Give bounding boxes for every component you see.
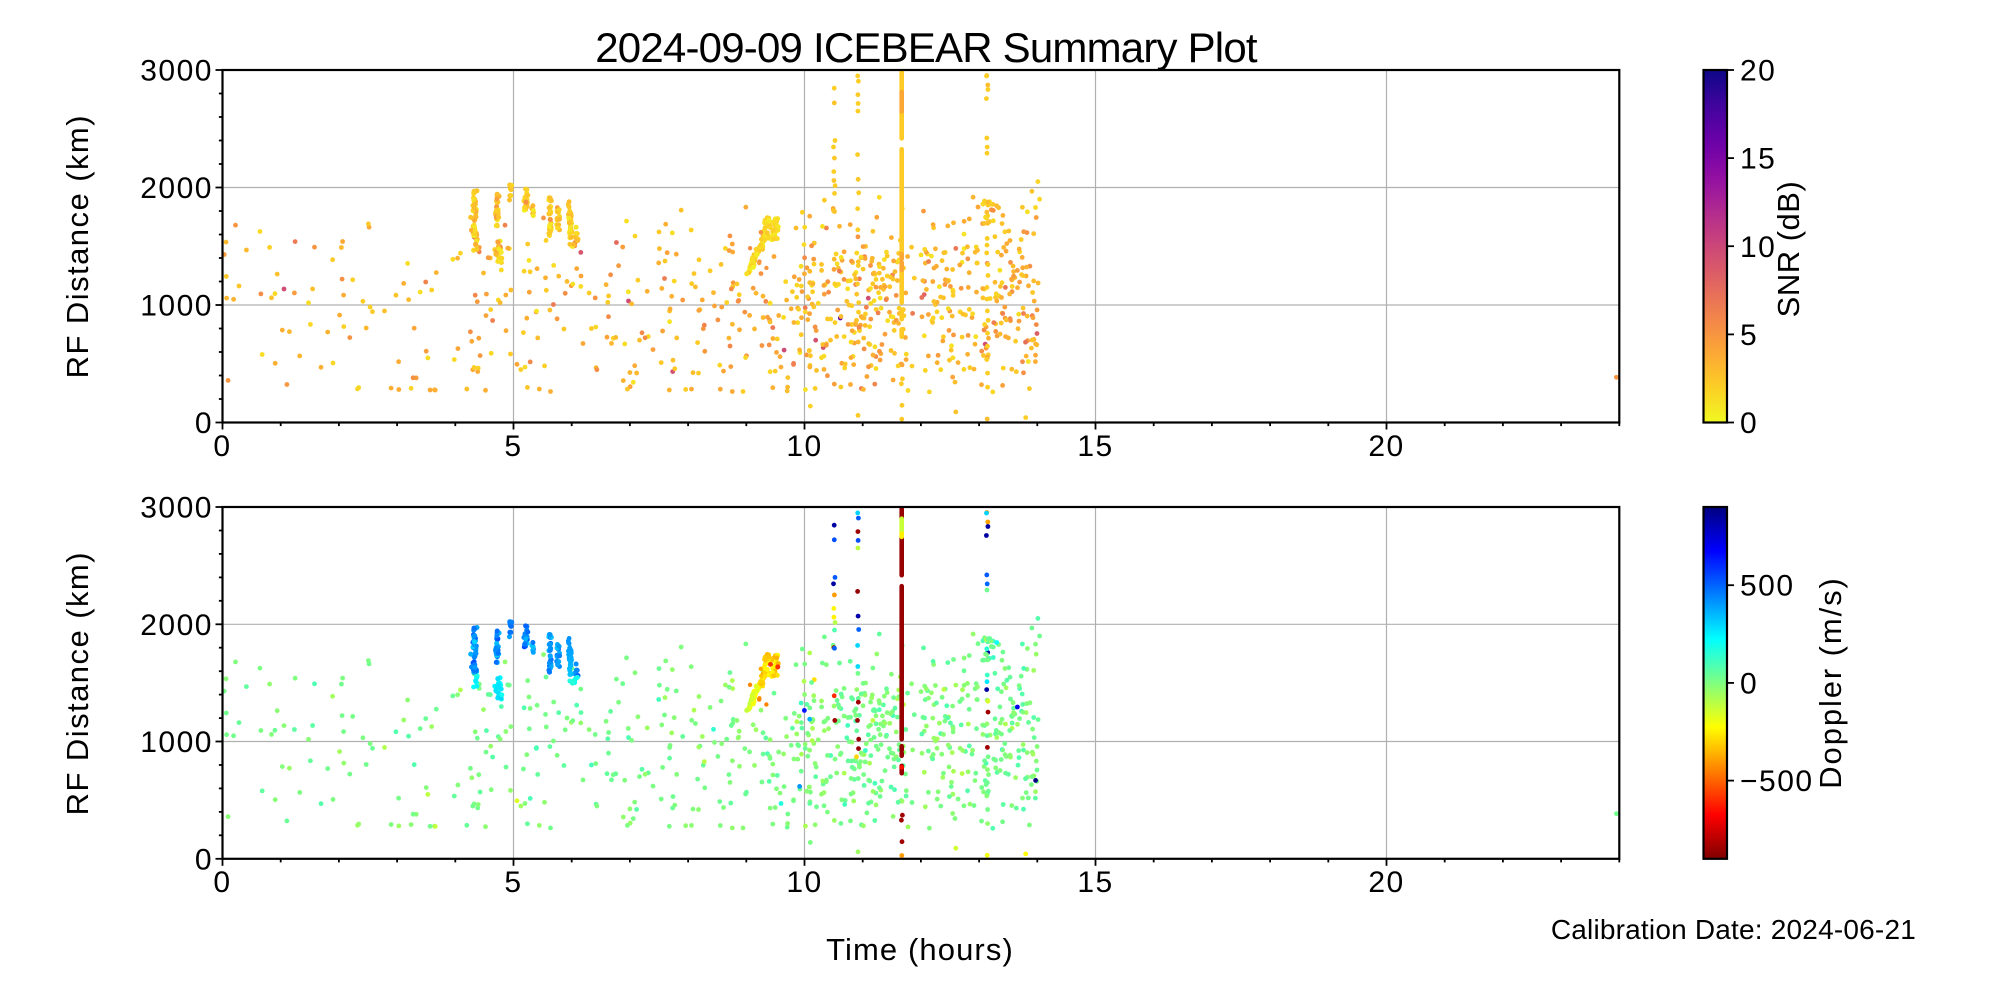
svg-text:3000: 3000: [140, 55, 213, 88]
svg-text:RF Distance (km): RF Distance (km): [60, 114, 95, 378]
svg-text:20: 20: [1368, 430, 1404, 463]
svg-text:2024-09-09 ICEBEAR Summary Plo: 2024-09-09 ICEBEAR Summary Plot: [595, 24, 1258, 71]
svg-text:20: 20: [1740, 55, 1776, 88]
svg-text:0: 0: [213, 430, 231, 463]
svg-text:0: 0: [1740, 667, 1758, 700]
svg-text:0: 0: [195, 843, 213, 876]
svg-text:5: 5: [504, 866, 522, 899]
svg-text:10: 10: [786, 866, 822, 899]
svg-text:10: 10: [786, 430, 822, 463]
svg-text:5: 5: [1740, 319, 1758, 352]
svg-text:0: 0: [213, 866, 231, 899]
svg-text:15: 15: [1077, 430, 1113, 463]
svg-text:15: 15: [1077, 866, 1113, 899]
svg-text:15: 15: [1740, 143, 1776, 176]
svg-text:RF Distance (km): RF Distance (km): [60, 551, 95, 815]
svg-text:0: 0: [1740, 407, 1758, 440]
svg-text:2000: 2000: [140, 172, 213, 205]
svg-text:5: 5: [504, 430, 522, 463]
svg-text:2000: 2000: [140, 609, 213, 642]
svg-text:Calibration Date: 2024-06-21: Calibration Date: 2024-06-21: [1551, 914, 1916, 945]
svg-text:20: 20: [1368, 866, 1404, 899]
svg-text:500: 500: [1740, 570, 1795, 603]
svg-text:0: 0: [195, 407, 213, 440]
svg-text:1000: 1000: [140, 726, 213, 759]
svg-text:10: 10: [1740, 231, 1776, 264]
svg-text:Doppler (m/s): Doppler (m/s): [1813, 576, 1848, 788]
svg-text:SNR (dB): SNR (dB): [1771, 181, 1806, 318]
svg-text:3000: 3000: [140, 492, 213, 525]
svg-text:Time (hours): Time (hours): [826, 932, 1014, 967]
svg-text:1000: 1000: [140, 290, 213, 323]
svg-text:−500: −500: [1740, 765, 1814, 798]
